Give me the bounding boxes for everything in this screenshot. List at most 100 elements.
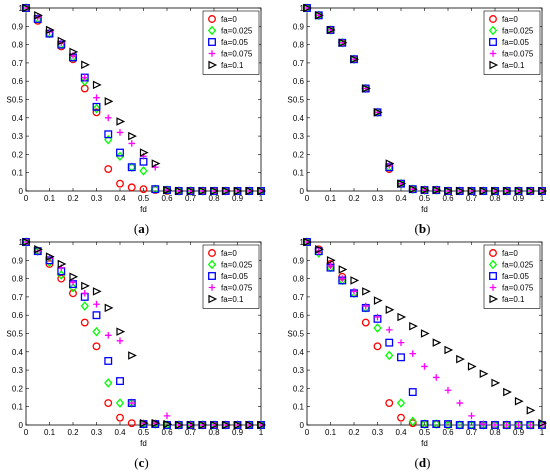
data-point [163, 419, 173, 429]
legend-entry: fa=0.05 [502, 38, 529, 47]
data-point [514, 396, 524, 406]
data-point [432, 374, 440, 381]
panel-d: 0 0.1 0.2 0.3 0.4 0.5 0.6 0.7 0.8 0.9 1 0 0.1 0.2 0.3 0… [287, 237, 548, 470]
data-point [373, 342, 382, 351]
y-tick-label: 0.5 [293, 96, 305, 105]
legend-marker [489, 249, 497, 257]
y-tick-label: 0.1 [12, 403, 24, 412]
y-tick-label: 0.4 [12, 114, 24, 123]
y-tick-label: 0.3 [293, 132, 305, 141]
y-tick-label: 0.9 [12, 22, 24, 31]
data-point [210, 186, 220, 196]
data-point [104, 332, 112, 339]
series-fa=0.1 [22, 3, 267, 196]
legend-marker [207, 25, 217, 36]
legend-box [483, 10, 541, 75]
legend-marker [489, 15, 497, 23]
data-point [526, 406, 536, 415]
panel-label: (c) [134, 455, 148, 470]
legend-marker [489, 60, 499, 70]
data-point [104, 399, 113, 407]
x-tick-label: 0.4 [395, 428, 407, 437]
y-tick-label: 0.6 [293, 77, 305, 86]
data-point [81, 60, 90, 69]
y-tick-label: 0.2 [12, 150, 24, 159]
y-tick-label: 0.5 [12, 96, 24, 105]
x-tick-label: 0.9 [513, 194, 525, 203]
legend: fa=0 fa=0.025 fa=0.05 fa=0.075 fa=0.1 [202, 10, 260, 75]
x-tick-label: 0.1 [325, 194, 337, 203]
data-point [68, 282, 78, 293]
x-tick-label: 1 [540, 428, 545, 437]
data-point [514, 186, 524, 196]
y-tick-label: 0.6 [12, 311, 24, 320]
data-point [538, 186, 548, 196]
data-point [420, 185, 430, 195]
data-point [443, 420, 453, 430]
data-point [456, 399, 464, 407]
x-tick-label: 0.2 [67, 428, 79, 437]
data-point [479, 369, 489, 379]
data-point [245, 186, 255, 196]
data-point [57, 270, 66, 280]
y-tick-label: 0.8 [293, 41, 305, 50]
y-tick-label: 1 [19, 4, 24, 13]
x-axis-label: fd [421, 439, 428, 448]
data-point [198, 186, 208, 196]
data-point [198, 420, 208, 430]
x-tick-label: 0.9 [513, 428, 525, 437]
data-point [303, 3, 313, 13]
data-point [92, 326, 101, 337]
data-point [22, 3, 32, 13]
legend-marker [489, 294, 499, 304]
data-point [408, 419, 417, 428]
x-tick-label: 1 [540, 194, 545, 203]
data-point [385, 159, 395, 168]
data-point [139, 185, 148, 194]
legend-entry: fa=0.025 [221, 261, 253, 270]
legend-marker [208, 272, 216, 280]
data-point [139, 148, 149, 157]
data-point [92, 287, 102, 296]
x-tick-label: 0 [24, 428, 29, 437]
legend-marker [488, 259, 498, 270]
data-point [396, 398, 406, 408]
panel-b: 0 0.1 0.2 0.3 0.4 0.5 0.6 0.7 0.8 0.9 1 0 0.1 0.2 0.3 0… [287, 3, 548, 236]
data-point [315, 11, 324, 20]
data-point [444, 186, 454, 196]
legend-entry: fa=0.05 [502, 272, 529, 281]
data-point [385, 399, 394, 407]
legend-marker [489, 38, 497, 46]
x-tick-label: 0.8 [208, 194, 220, 203]
data-point [93, 94, 100, 101]
data-point [421, 363, 428, 370]
y-tick-label: 0.4 [293, 114, 305, 123]
data-point [444, 345, 454, 355]
data-point [245, 420, 255, 430]
data-point [479, 420, 487, 428]
data-point [116, 413, 124, 422]
data-point [362, 84, 371, 93]
x-tick-label: 0.2 [348, 194, 360, 203]
data-point [92, 103, 101, 114]
x-axis-label: fd [421, 205, 428, 214]
legend-entry: fa=0 [221, 249, 237, 258]
data-point [303, 237, 313, 247]
data-point [526, 421, 534, 429]
data-point [374, 313, 381, 321]
y-tick-label: 0.3 [293, 366, 305, 375]
data-point [222, 420, 231, 430]
data-point [115, 151, 125, 162]
data-point [127, 163, 136, 172]
data-point [338, 275, 346, 282]
y-tick-label: 0.2 [293, 384, 305, 393]
x-tick-label: 0.6 [161, 194, 173, 203]
series-fa=0.1 [22, 237, 267, 430]
data-point [503, 387, 512, 397]
y-tick-label: 0 [300, 187, 305, 196]
data-point [467, 421, 476, 429]
data-point [104, 356, 113, 365]
data-point [163, 185, 173, 195]
data-point [444, 420, 452, 429]
y-tick-label: 0.1 [293, 403, 305, 412]
